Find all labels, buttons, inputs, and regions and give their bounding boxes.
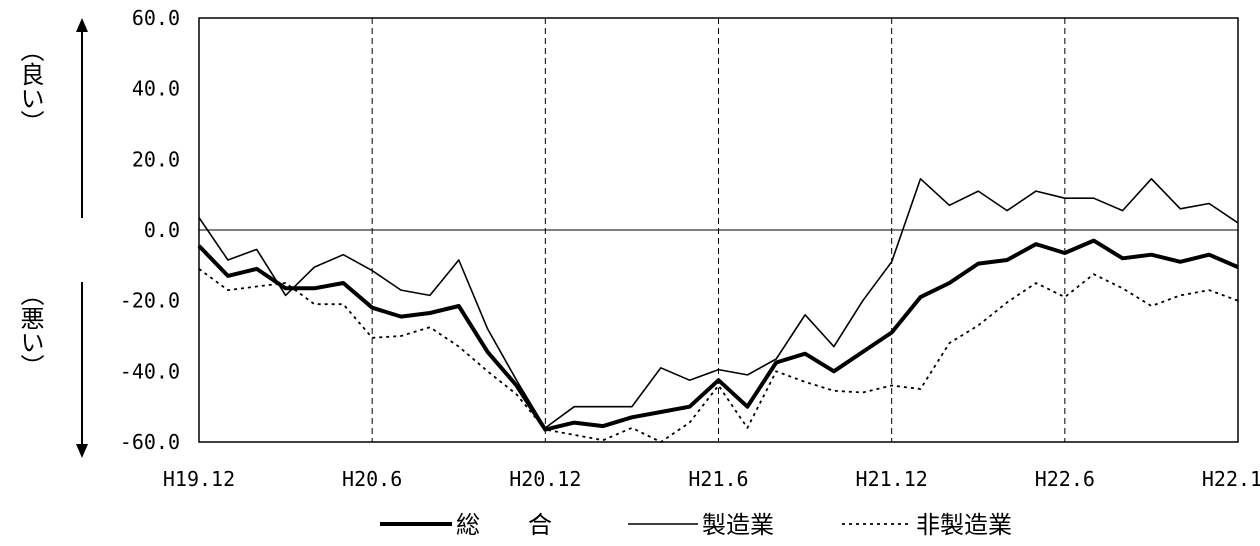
x-tick-label: H22.6 (1035, 467, 1095, 491)
up-arrow-head (76, 18, 88, 32)
plot-frame (198, 17, 1239, 443)
y-tick-labels: 60.0 40.0 20.0 0.0 -20.0 -40.0 -60.0 (120, 6, 180, 454)
y-tick-label: 0.0 (144, 218, 180, 242)
y-tick-label: 20.0 (132, 147, 180, 171)
series-line-total (197, 238, 1239, 432)
legend: 総 合 製造業 非製造業 (380, 511, 1012, 539)
legend-label-manufacturing: 製造業 (702, 511, 774, 539)
y-top-label: （良い） (16, 38, 44, 134)
legend-label-non-manufacturing: 非製造業 (916, 511, 1012, 539)
x-tick-label: H21.6 (688, 467, 748, 491)
x-tick-label: H19.12 (163, 467, 235, 491)
y-tick-label: 60.0 (132, 6, 180, 30)
y-axis-arrows (76, 18, 88, 458)
x-tick-label: H22.12 (1202, 467, 1260, 491)
y-tick-label: 40.0 (132, 77, 180, 101)
y-tick-label: -20.0 (120, 289, 180, 313)
x-tick-label: H20.6 (342, 467, 402, 491)
y-tick-label: -60.0 (120, 430, 180, 454)
x-tick-label: H20.12 (509, 467, 581, 491)
y-bottom-label: （悪い） (16, 282, 44, 378)
legend-label-total: 総 合 (456, 511, 552, 539)
y-tick-label: -40.0 (120, 359, 180, 383)
series-lines (197, 178, 1239, 443)
down-arrow-head (76, 444, 88, 458)
x-tick-label: H21.12 (856, 467, 928, 491)
series-line-manufacturing (198, 178, 1239, 429)
x-tick-labels: H19.12 H20.6 H20.12 H21.6 H21.12 H22.6 H22.12 (163, 467, 1260, 491)
